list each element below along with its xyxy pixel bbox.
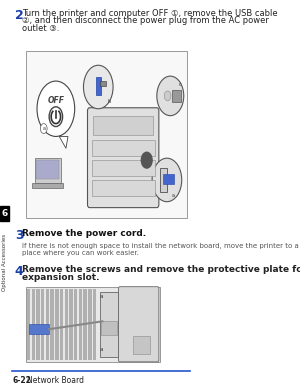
- Circle shape: [152, 158, 182, 202]
- Bar: [172, 90, 181, 102]
- Text: 6: 6: [2, 209, 8, 218]
- Circle shape: [49, 107, 63, 127]
- Circle shape: [164, 91, 171, 101]
- Circle shape: [37, 81, 75, 136]
- Text: Remove the power cord.: Remove the power cord.: [22, 229, 146, 239]
- Bar: [64, 289, 68, 360]
- Text: a: a: [42, 126, 45, 131]
- Text: 4: 4: [15, 265, 24, 278]
- Bar: [32, 183, 63, 188]
- Bar: [92, 180, 155, 196]
- Bar: [93, 116, 154, 135]
- Bar: [92, 160, 155, 176]
- Bar: [27, 289, 30, 360]
- Polygon shape: [59, 136, 68, 148]
- Bar: [100, 292, 118, 357]
- Bar: [36, 289, 40, 360]
- Bar: [133, 336, 150, 354]
- Bar: [160, 168, 167, 192]
- Bar: [29, 324, 49, 334]
- Bar: [101, 321, 117, 335]
- FancyBboxPatch shape: [118, 287, 159, 362]
- Text: 6-22: 6-22: [12, 376, 31, 385]
- Text: Turn the printer and computer OFF ①, remove the USB cable: Turn the printer and computer OFF ①, rem…: [22, 9, 278, 18]
- Circle shape: [40, 124, 47, 134]
- Text: outlet ③.: outlet ③.: [22, 24, 60, 33]
- Circle shape: [141, 152, 152, 168]
- Bar: [69, 289, 73, 360]
- Circle shape: [157, 76, 184, 116]
- Text: b: b: [107, 99, 111, 104]
- Bar: [79, 289, 82, 360]
- Bar: [163, 174, 174, 184]
- Text: a: a: [172, 193, 175, 198]
- Bar: [46, 289, 49, 360]
- Text: If there is not enough space to install the network board, move the printer to a: If there is not enough space to install …: [22, 243, 299, 249]
- Text: ②, and then disconnect the power plug from the AC power: ②, and then disconnect the power plug fr…: [22, 16, 269, 25]
- Circle shape: [83, 65, 113, 109]
- Text: a: a: [99, 347, 103, 352]
- Bar: [74, 289, 77, 360]
- Bar: [60, 289, 63, 360]
- Bar: [26, 287, 160, 362]
- Text: Remove the screws and remove the protective plate for the: Remove the screws and remove the protect…: [22, 265, 300, 274]
- Text: c: c: [178, 81, 181, 86]
- Text: 3: 3: [15, 229, 23, 242]
- Bar: [100, 81, 106, 86]
- Bar: [41, 289, 44, 360]
- Bar: [35, 158, 61, 183]
- Text: expansion slot.: expansion slot.: [22, 273, 100, 282]
- Bar: [32, 289, 35, 360]
- Bar: [26, 51, 187, 217]
- Text: 2: 2: [15, 9, 24, 22]
- FancyBboxPatch shape: [88, 108, 159, 208]
- Text: Optional Accessories: Optional Accessories: [2, 234, 7, 291]
- Text: Network Board: Network Board: [27, 376, 84, 385]
- Text: a: a: [99, 294, 103, 299]
- Bar: [55, 289, 58, 360]
- Bar: [0, 206, 9, 222]
- Text: place where you can work easier.: place where you can work easier.: [22, 250, 139, 256]
- Bar: [88, 289, 91, 360]
- Bar: [36, 160, 59, 179]
- Bar: [93, 289, 96, 360]
- Bar: [83, 289, 87, 360]
- Text: OFF: OFF: [47, 96, 64, 105]
- Bar: [96, 77, 101, 95]
- Bar: [92, 141, 155, 156]
- Bar: [50, 289, 54, 360]
